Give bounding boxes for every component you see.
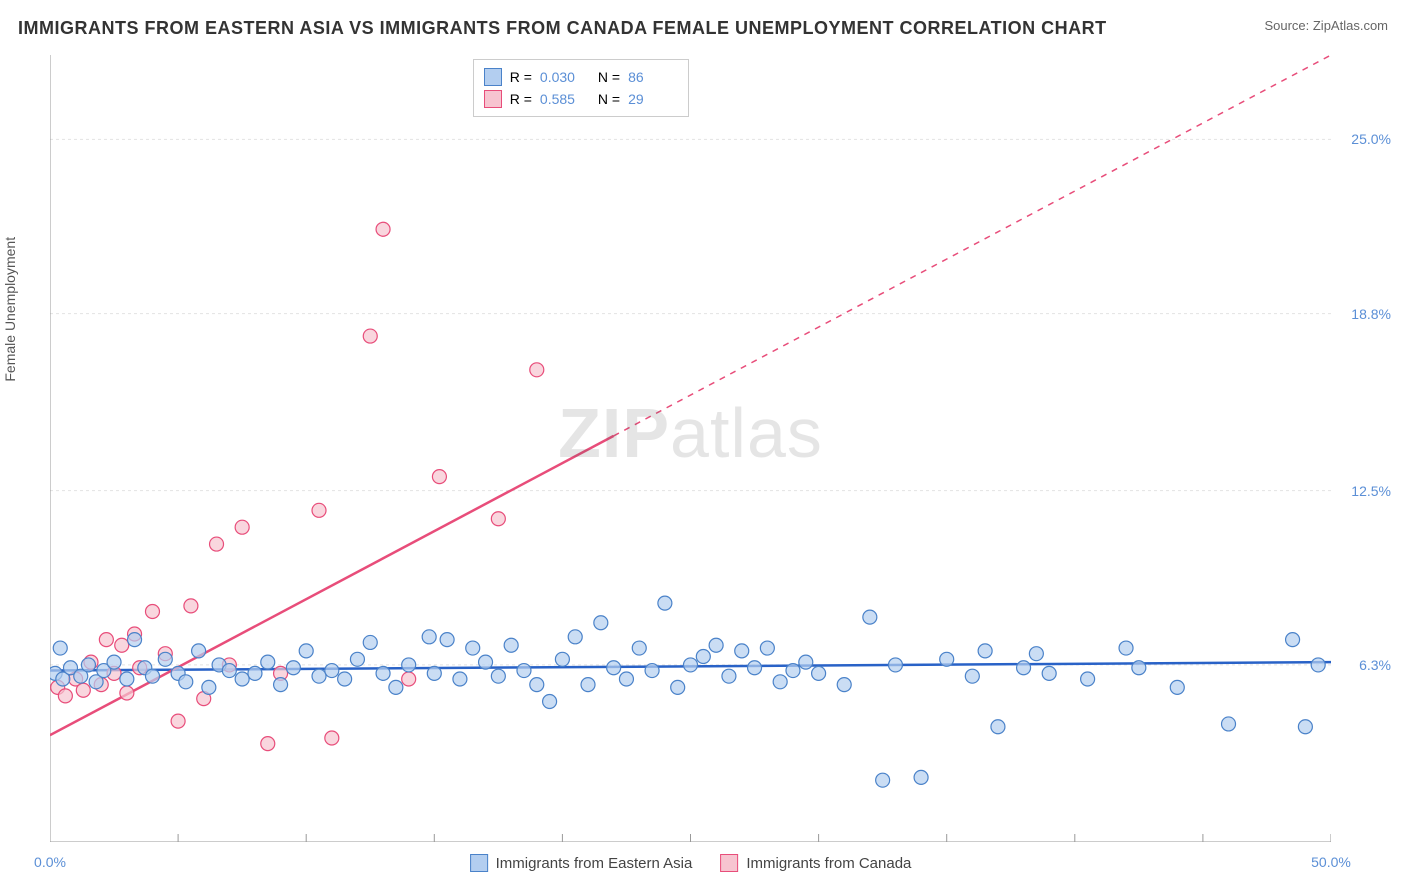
legend-r-label: R = <box>510 88 532 110</box>
legend-row: R = 0.585 N = 29 <box>484 88 678 110</box>
legend-row: R = 0.030 N = 86 <box>484 66 678 88</box>
series-legend: Immigrants from Eastern Asia Immigrants f… <box>470 854 912 872</box>
series-legend-item: Immigrants from Eastern Asia <box>470 854 693 872</box>
legend-r-value: 0.030 <box>540 66 590 88</box>
series-label: Immigrants from Canada <box>746 855 911 872</box>
legend-n-value: 29 <box>628 88 678 110</box>
x-tick-label: 0.0% <box>34 854 66 870</box>
legend-swatch <box>484 90 502 108</box>
x-tick-label: 50.0% <box>1311 854 1351 870</box>
stats-legend: R = 0.030 N = 86 R = 0.585 N = 29 <box>473 59 689 117</box>
series-label: Immigrants from Eastern Asia <box>496 855 693 872</box>
legend-r-value: 0.585 <box>540 88 590 110</box>
y-tick-label: 12.5% <box>1351 483 1391 499</box>
source-label: Source: ZipAtlas.com <box>1264 18 1388 33</box>
chart-plot-area: ZIPatlas R =0.030N =86R =0.585N =29 Immi… <box>50 55 1331 842</box>
legend-n-label: N = <box>598 66 620 88</box>
chart-title: IMMIGRANTS FROM EASTERN ASIA VS IMMIGRAN… <box>18 18 1107 39</box>
scatter-chart <box>50 55 1331 842</box>
y-axis-label: Female Unemployment <box>2 237 18 382</box>
legend-r-label: R = <box>510 66 532 88</box>
legend-swatch <box>484 68 502 86</box>
legend-n-label: N = <box>598 88 620 110</box>
y-tick-label: 18.8% <box>1351 306 1391 322</box>
y-tick-label: 25.0% <box>1351 131 1391 147</box>
legend-swatch <box>470 854 488 872</box>
series-legend-item: Immigrants from Canada <box>720 854 911 872</box>
legend-swatch <box>720 854 738 872</box>
y-tick-label: 6.3% <box>1359 657 1391 673</box>
legend-n-value: 86 <box>628 66 678 88</box>
